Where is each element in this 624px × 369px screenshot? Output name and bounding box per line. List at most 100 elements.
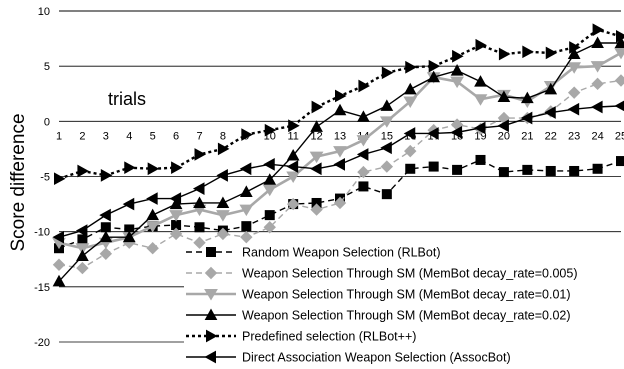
data-point [194, 148, 207, 161]
data-point [333, 196, 347, 210]
data-point [76, 249, 89, 261]
data-point [357, 165, 370, 179]
x-tick-label: 23 [568, 130, 580, 142]
data-point [194, 222, 205, 233]
data-point [381, 66, 394, 80]
x-tick-label: 20 [498, 130, 510, 142]
y-tick-label: 5 [44, 61, 50, 73]
legend-box [184, 240, 624, 366]
data-point [77, 164, 89, 178]
data-point [380, 160, 394, 173]
trials-annotation: trials [108, 89, 146, 109]
data-point [522, 164, 533, 175]
data-point [99, 208, 111, 222]
data-point [146, 192, 158, 205]
data-point [286, 160, 299, 173]
x-tick-label: 2 [79, 130, 85, 142]
data-point [544, 106, 556, 119]
series-2 [52, 74, 624, 275]
x-tick-label: 5 [150, 130, 156, 142]
data-point [286, 197, 300, 211]
data-point [310, 162, 322, 176]
legend-background [184, 240, 624, 366]
data-point [122, 197, 135, 211]
data-point [544, 82, 558, 95]
data-point [614, 47, 624, 60]
y-tick-label: -10 [34, 227, 50, 239]
data-point [381, 189, 392, 200]
y-tick-label: 0 [44, 116, 50, 128]
legend-item: Random Weapon Selection (RLBot) [186, 246, 441, 260]
series-group [52, 23, 624, 287]
legend-marker [204, 308, 218, 320]
data-point [286, 171, 301, 183]
data-point [569, 41, 581, 54]
legend-item: Predefined selection (RLBot++) [186, 330, 416, 344]
data-point [263, 158, 275, 171]
data-point [545, 46, 558, 60]
legend-label: Predefined selection (RLBot++) [242, 330, 416, 344]
data-point [450, 126, 463, 139]
data-point [264, 210, 275, 221]
data-point [498, 167, 509, 178]
data-point [286, 148, 300, 161]
data-point [239, 162, 252, 176]
data-point [356, 135, 371, 147]
x-tick-label: 21 [521, 130, 533, 142]
data-point [146, 208, 160, 221]
data-point [475, 154, 486, 165]
data-point [171, 161, 183, 175]
data-point [450, 76, 464, 89]
data-point [335, 89, 347, 103]
series-6 [52, 100, 624, 244]
data-point [522, 45, 534, 59]
data-point [452, 164, 463, 175]
data-point [100, 169, 113, 182]
legend-marker [206, 329, 218, 343]
legend-item: Weapon Selection Through SM (MemBot deca… [186, 288, 571, 302]
legend-label: Weapon Selection Through SM (MemBot deca… [242, 267, 578, 281]
data-point [520, 111, 533, 125]
data-point [403, 127, 416, 140]
data-point [311, 100, 324, 114]
data-point [52, 230, 64, 244]
data-point [590, 61, 605, 73]
data-point [75, 243, 90, 255]
data-point [169, 192, 182, 205]
x-tick-label: 6 [173, 130, 179, 142]
x-tick-label: 4 [126, 130, 132, 142]
data-point [310, 203, 323, 216]
x-tick-label: 24 [591, 130, 603, 142]
data-point [52, 274, 66, 287]
data-point [217, 142, 230, 156]
data-point [122, 230, 136, 243]
data-point [403, 96, 418, 108]
data-point [474, 75, 487, 87]
data-point [358, 79, 370, 93]
x-axis-ticks: 1234567891011121314151617181920212223242… [56, 130, 624, 142]
data-point [76, 261, 89, 275]
data-point [567, 102, 580, 116]
data-point [358, 181, 369, 192]
data-point [450, 64, 464, 76]
data-point [473, 94, 488, 106]
x-tick-label: 13 [334, 130, 346, 142]
data-point [614, 100, 624, 112]
data-point [216, 210, 230, 222]
x-tick-label: 7 [196, 130, 202, 142]
data-point [380, 141, 392, 155]
x-tick-label: 19 [474, 130, 486, 142]
data-point [75, 224, 88, 237]
data-point [54, 172, 66, 186]
data-point [475, 38, 488, 52]
data-point [147, 162, 160, 176]
data-point [100, 222, 111, 233]
data-point [169, 210, 183, 222]
data-point [193, 196, 206, 208]
data-point [99, 247, 113, 260]
data-point [380, 99, 394, 111]
data-point [310, 120, 323, 132]
data-point [263, 221, 276, 234]
y-tick-label: -15 [34, 282, 50, 294]
data-point [357, 110, 370, 122]
